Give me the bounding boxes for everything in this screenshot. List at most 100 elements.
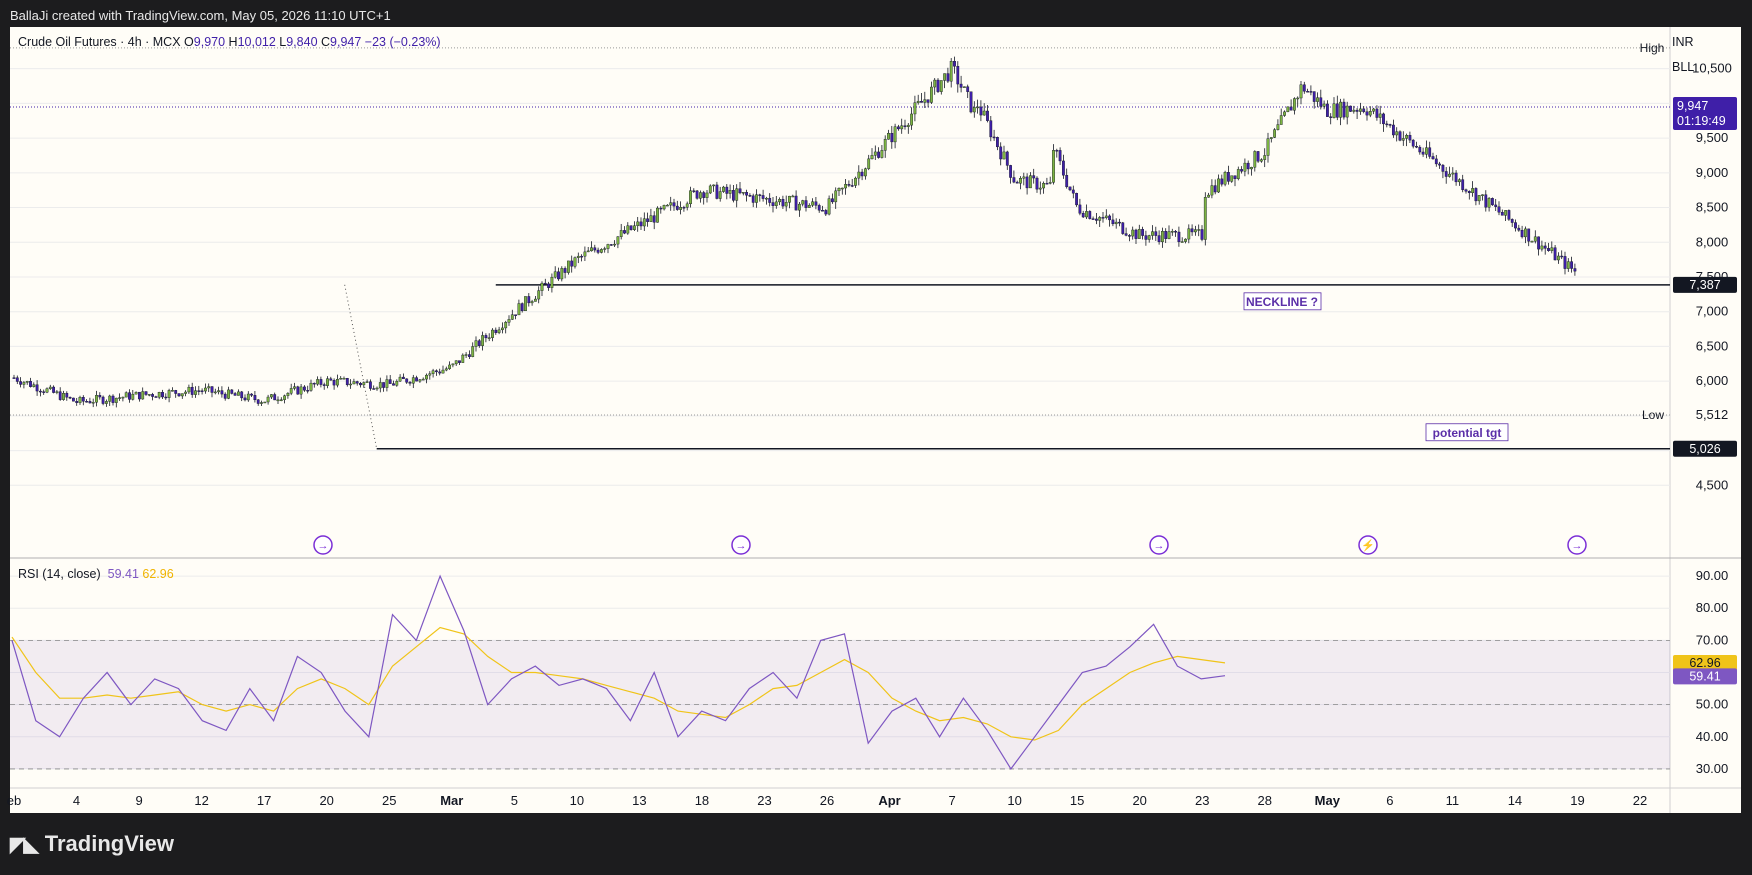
- candle-down: [751, 195, 755, 203]
- candle-up: [1147, 235, 1151, 240]
- candle-up: [1296, 97, 1300, 100]
- close-label: C: [321, 35, 331, 49]
- low-value: 9,840: [286, 35, 318, 49]
- candle-up: [1104, 215, 1108, 218]
- candle-down: [144, 391, 148, 395]
- candle-up: [735, 188, 739, 201]
- candle-up: [1316, 97, 1319, 102]
- candle-down: [1464, 189, 1468, 192]
- currency-label[interactable]: INR: [1672, 35, 1694, 49]
- price-axis[interactable]: 4,5006,0006,5007,0007,5008,0008,5009,000…: [1673, 61, 1737, 493]
- earnings-event-icon[interactable]: →: [731, 535, 751, 555]
- candle-up: [949, 61, 953, 82]
- candle-up: [837, 187, 841, 192]
- candle-up: [1556, 255, 1560, 261]
- candle-down: [128, 392, 131, 400]
- candle-down: [1071, 189, 1075, 194]
- candle-down: [1520, 229, 1524, 238]
- candle-up: [55, 391, 59, 393]
- earnings-event-icon[interactable]: →: [1567, 535, 1587, 555]
- candle-up: [840, 187, 844, 190]
- candle-up: [362, 382, 366, 386]
- candle-down: [992, 136, 996, 139]
- neckline-price-tag: 7,387: [1689, 278, 1720, 292]
- candle-up: [118, 397, 122, 399]
- candle-up: [444, 368, 448, 371]
- candle-down: [547, 283, 551, 288]
- candle-down: [831, 198, 834, 203]
- time-tick-label: 25: [382, 793, 396, 808]
- candle-down: [1233, 175, 1237, 179]
- candle-up: [342, 378, 346, 380]
- candle-up: [431, 370, 435, 374]
- candle-up: [1457, 179, 1461, 183]
- candle-up: [1286, 106, 1290, 113]
- candle-down: [1461, 179, 1465, 190]
- candle-down: [1543, 245, 1547, 249]
- candle-down: [804, 200, 808, 208]
- candle-down: [1302, 84, 1306, 92]
- candle-down: [415, 377, 418, 382]
- candle-up: [62, 392, 65, 400]
- dividend-event-icon[interactable]: ⚡: [1358, 535, 1378, 555]
- candle-down: [1065, 174, 1069, 188]
- candle-down: [702, 192, 706, 198]
- candle-up: [1504, 210, 1508, 216]
- candle-up: [982, 110, 986, 116]
- candle-down: [359, 382, 362, 386]
- candle-up: [573, 257, 577, 267]
- candle-up: [712, 184, 716, 187]
- rsi-tick-label: 30.00: [1696, 761, 1729, 776]
- candle-down: [1547, 248, 1550, 251]
- candle-up: [481, 335, 484, 346]
- event-markers[interactable]: → → → ⚡ →: [313, 535, 1587, 555]
- time-axis[interactable]: eb 4 9 12 17 20 25 Mar 5 10 13 18 23 26 Apr 7 10 15 20 23 28…: [7, 793, 1647, 808]
- candle-up: [963, 86, 966, 88]
- time-tick-label: 20: [1132, 793, 1146, 808]
- low-label: L: [279, 35, 287, 49]
- time-tick-label: 20: [319, 793, 333, 808]
- candle-up: [1193, 229, 1197, 233]
- candle-down: [1121, 222, 1125, 234]
- candle-up: [246, 393, 250, 401]
- candle-down: [1101, 217, 1105, 219]
- candle-down: [101, 396, 105, 404]
- candle-up: [910, 113, 914, 126]
- candle-up: [1378, 113, 1382, 118]
- candle-up: [385, 379, 389, 388]
- unit-label[interactable]: BLL: [1672, 60, 1695, 74]
- rsi-tick-label: 90.00: [1696, 568, 1729, 583]
- candle-down: [1382, 113, 1385, 125]
- tradingview-logo[interactable]: ◤◣ TradingView: [10, 831, 174, 857]
- candle-down: [758, 194, 762, 196]
- candle-up: [134, 391, 138, 395]
- candle-down: [458, 360, 461, 363]
- candle-down: [646, 218, 650, 222]
- candle-up: [95, 395, 98, 403]
- candle-up: [1273, 129, 1277, 138]
- earnings-event-icon[interactable]: →: [1149, 535, 1169, 555]
- candle-up: [1405, 135, 1409, 139]
- candle-down: [312, 382, 316, 385]
- target-annotation-box: [1425, 423, 1509, 442]
- candle-up: [487, 337, 491, 339]
- candle-down: [1494, 204, 1498, 207]
- candle-down: [1385, 123, 1389, 126]
- candle-down: [250, 393, 253, 396]
- candle-down: [1190, 228, 1194, 233]
- change-value: −23 (−0.23%): [364, 35, 441, 49]
- candle-down: [956, 66, 960, 85]
- earnings-event-icon[interactable]: →: [313, 535, 333, 555]
- candle-down: [1342, 101, 1346, 118]
- time-tick-label: 14: [1508, 793, 1522, 808]
- candle-down: [1560, 255, 1564, 258]
- candle-down: [405, 378, 409, 383]
- candle-down: [1500, 212, 1504, 216]
- candle-down: [1553, 247, 1557, 261]
- candle-up: [1184, 238, 1187, 242]
- candle-down: [477, 340, 481, 346]
- candle-down: [1573, 268, 1577, 272]
- candle-down: [890, 133, 894, 143]
